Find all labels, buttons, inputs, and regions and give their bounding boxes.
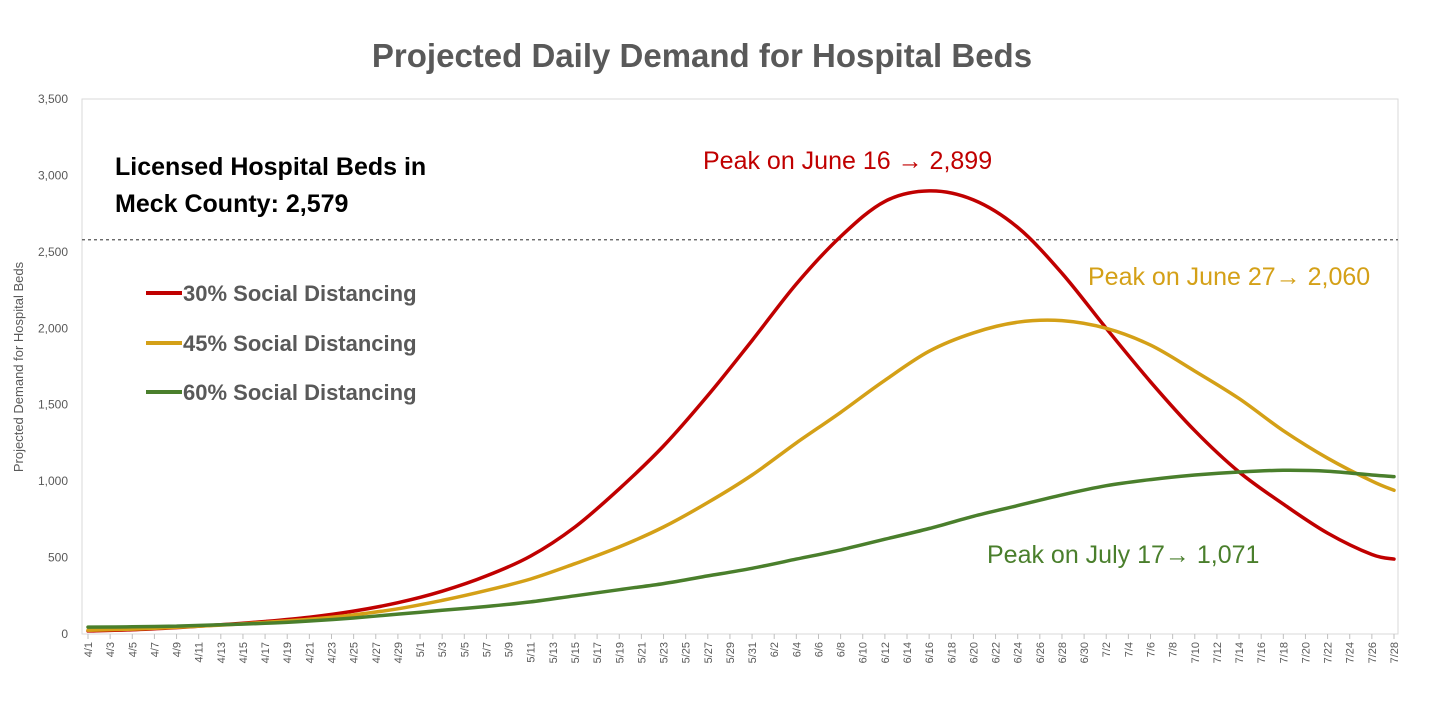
x-tick-label: 5/13 [548,642,560,663]
x-tick-label: 5/5 [459,642,471,657]
x-tick-label: 4/5 [127,642,139,657]
x-tick-label: 4/13 [216,642,228,663]
x-tick-label: 7/28 [1389,642,1401,663]
x-tick-label: 4/3 [105,642,117,657]
x-tick-label: 4/1 [83,642,95,657]
x-tick-label: 6/4 [791,642,803,657]
x-tick-label: 4/23 [326,642,338,663]
x-tick-label: 5/29 [725,642,737,663]
x-tick-label: 6/20 [968,642,980,663]
x-tick-label: 4/21 [304,642,316,663]
series-lines [86,189,1396,633]
x-tick-label: 7/10 [1190,642,1202,663]
peak-annotation-45: Peak on June 27→ 2,060 [1088,263,1370,291]
x-tick-label: 7/14 [1234,642,1246,663]
series-line-60 [86,468,1396,629]
x-tick-label: 4/17 [260,642,272,663]
y-tick-label: 1,000 [38,474,68,488]
y-tick-label: 0 [61,627,68,641]
legend-label-30: 30% Social Distancing [183,281,417,306]
x-tick-label: 6/18 [946,642,958,663]
legend-label-45: 45% Social Distancing [183,331,417,356]
y-tick-label: 1,500 [38,398,68,412]
x-tick-label: 4/27 [371,642,383,663]
x-tick-label: 6/10 [858,642,870,663]
x-tick-label: 6/6 [813,642,825,657]
peak-annotation-60: Peak on July 17→ 1,071 [987,541,1259,569]
x-tick-label: 6/26 [1035,642,1047,663]
x-tick-label: 4/11 [194,642,206,663]
x-tick-label: 6/12 [880,642,892,663]
x-tick-label: 5/25 [681,642,693,663]
x-tick-label: 7/24 [1345,642,1357,663]
x-tick-label: 7/8 [1168,642,1180,657]
x-tick-label: 6/16 [924,642,936,663]
x-tick-label: 5/3 [437,642,449,657]
reference-line-label-line2: Meck County: 2,579 [115,190,348,218]
x-tick-label: 7/12 [1212,642,1224,663]
y-tick-label: 500 [48,551,68,565]
legend-label-60: 60% Social Distancing [183,380,417,405]
x-tick-label: 4/29 [393,642,405,663]
x-tick-label: 7/2 [1101,642,1113,657]
x-tick-label: 5/15 [570,642,582,663]
x-tick-label: 4/19 [282,642,294,663]
y-tick-label: 3,500 [38,92,68,106]
x-tick-label: 6/28 [1057,642,1069,663]
x-tick-label: 7/16 [1256,642,1268,663]
x-tick-label: 7/18 [1278,642,1290,663]
x-tick-label: 4/7 [149,642,161,657]
legend: 30% Social Distancing 45% Social Distanc… [146,281,417,405]
series-line-30 [86,189,1396,633]
x-tick-label: 5/17 [592,642,604,663]
x-tick-label: 5/11 [526,642,538,663]
x-tick-label: 5/23 [659,642,671,663]
x-tick-label: 6/22 [991,642,1003,663]
x-tick-label: 5/7 [481,642,493,657]
peak-annotation-30: Peak on June 16 → 2,899 [703,147,992,175]
x-tick-label: 6/8 [836,642,848,657]
reference-line-label: Licensed Hospital Beds in Meck County: 2… [115,153,433,218]
y-tick-label: 2,500 [38,245,68,259]
x-tick-label: 5/19 [614,642,626,663]
x-tick-label: 7/6 [1146,642,1158,657]
x-tick-label: 4/25 [349,642,361,663]
chart-title: Projected Daily Demand for Hospital Beds [372,37,1032,74]
x-tick-label: 5/21 [636,642,648,663]
x-tick-label: 6/30 [1079,642,1091,663]
x-tick-label: 5/9 [504,642,516,657]
plot-area [81,98,1399,635]
reference-line-label-line1: Licensed Hospital Beds in [115,153,426,181]
x-tick-label: 4/9 [172,642,184,657]
x-tick-label: 4/15 [238,642,250,663]
x-tick-label: 7/4 [1123,642,1135,657]
y-tick-label: 2,000 [38,321,68,335]
x-tick-label: 7/22 [1323,642,1335,663]
x-axis: 4/1 4/3 4/5 4/7 4/9 4/11 4/13 4/15 4/17 4/19 4/21 4… [83,634,1401,663]
x-tick-label: 7/20 [1300,642,1312,663]
x-tick-label: 7/26 [1367,642,1379,663]
y-axis: 0 500 1,000 1,500 2,000 2,500 3,000 3,500 [38,92,68,641]
x-tick-label: 6/24 [1013,642,1025,663]
x-tick-label: 5/1 [415,642,427,657]
x-tick-label: 6/14 [902,642,914,663]
x-tick-label: 6/2 [769,642,781,657]
x-tick-label: 5/27 [703,642,715,663]
y-axis-label: Projected Demand for Hospital Beds [11,261,26,472]
y-tick-label: 3,000 [38,168,68,182]
x-tick-label: 5/31 [747,642,759,663]
